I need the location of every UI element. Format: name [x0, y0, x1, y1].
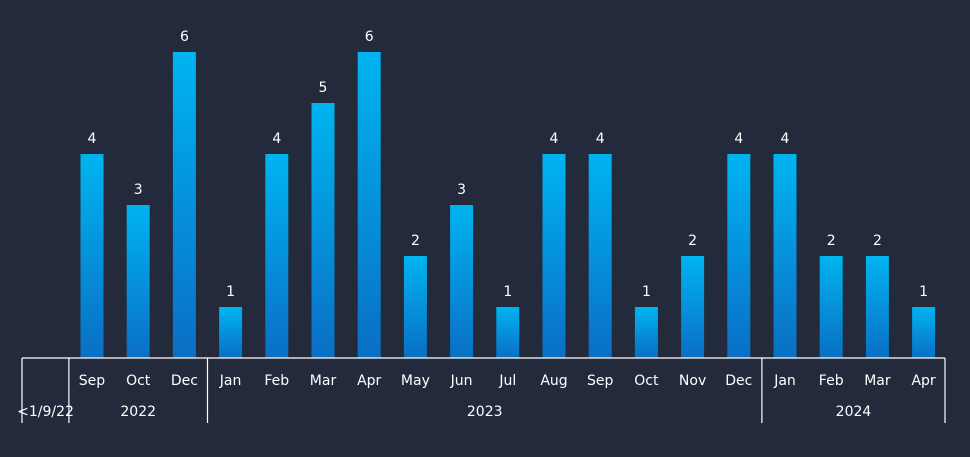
tick-label-8: May: [401, 373, 430, 389]
data-label-17: 2: [827, 233, 836, 249]
bar-4: [219, 307, 243, 358]
bar-5: [265, 154, 289, 358]
tick-label-15: Dec: [725, 373, 752, 389]
bar-3: [172, 52, 196, 358]
tick-label-10: Jul: [498, 373, 516, 389]
data-label-9: 3: [457, 182, 466, 198]
group-label-1: <1/9/22: [17, 404, 74, 420]
bar-16: [773, 154, 797, 358]
tick-label-13: Oct: [634, 373, 659, 389]
bar-10: [496, 307, 520, 358]
bar-7: [357, 52, 381, 358]
data-label-2: 3: [134, 182, 143, 198]
bars-layer: [80, 52, 936, 358]
tick-label-18: Mar: [864, 373, 891, 389]
data-label-18: 2: [873, 233, 882, 249]
tick-label-11: Aug: [540, 373, 567, 389]
data-label-4: 1: [226, 284, 235, 300]
tick-label-16: Jan: [773, 373, 796, 389]
tick-label-19: Apr: [911, 373, 935, 389]
bar-11: [542, 154, 566, 358]
bar-19: [912, 307, 936, 358]
group-label-3: 2023: [467, 404, 503, 420]
data-label-15: 4: [734, 131, 743, 147]
data-label-11: 4: [550, 131, 559, 147]
bar-9: [450, 205, 474, 358]
tick-label-3: Dec: [171, 373, 198, 389]
bar-8: [403, 256, 427, 358]
data-label-1: 4: [88, 131, 97, 147]
data-label-3: 6: [180, 29, 189, 45]
data-label-19: 1: [919, 284, 928, 300]
group-label-2: 2022: [120, 404, 156, 420]
tick-label-5: Feb: [264, 373, 289, 389]
value-labels-layer: 4 3 6 1 4 5 6 2 3 1 4 4 1 2 4 4 2 2 1: [88, 29, 929, 300]
tick-labels-layer: Sep Oct Dec Jan Feb Mar Apr May Jun Jul Aug Sep Oct N…: [79, 373, 936, 389]
data-label-6: 5: [319, 80, 328, 96]
tick-label-6: Mar: [310, 373, 337, 389]
tick-label-7: Apr: [357, 373, 381, 389]
data-label-10: 1: [503, 284, 512, 300]
data-label-7: 6: [365, 29, 374, 45]
bar-15: [727, 154, 751, 358]
bar-18: [865, 256, 889, 358]
bar-6: [311, 103, 335, 358]
tick-label-12: Sep: [587, 373, 614, 389]
bar-14: [681, 256, 705, 358]
data-label-5: 4: [272, 131, 281, 147]
tick-label-4: Jan: [219, 373, 242, 389]
tick-label-1: Sep: [79, 373, 106, 389]
group-label-4: 2024: [836, 404, 872, 420]
data-label-8: 2: [411, 233, 420, 249]
bar-13: [634, 307, 658, 358]
data-label-14: 2: [688, 233, 697, 249]
bar-1: [80, 154, 104, 358]
tick-label-9: Jun: [450, 373, 473, 389]
group-labels-layer: <1/9/22 2022 2023 2024: [17, 404, 871, 420]
bar-2: [126, 205, 150, 358]
data-label-12: 4: [596, 131, 605, 147]
data-label-16: 4: [781, 131, 790, 147]
bar-17: [819, 256, 843, 358]
tick-label-14: Nov: [679, 373, 706, 389]
category-axis: [21, 357, 946, 423]
tick-label-17: Feb: [819, 373, 844, 389]
bar-12: [588, 154, 612, 358]
data-label-13: 1: [642, 284, 651, 300]
tick-label-2: Oct: [126, 373, 151, 389]
